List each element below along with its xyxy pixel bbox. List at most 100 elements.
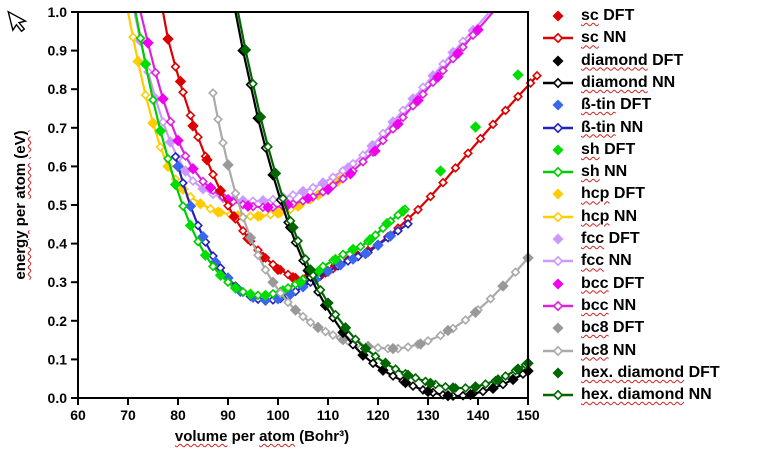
marker-open-diamond-hex-diamond-nn [330, 309, 341, 320]
marker-open-diamond-hex-diamond-nn [410, 372, 421, 383]
legend-marker-open-diamond [543, 166, 573, 178]
legend-label: sc NN [581, 29, 626, 47]
axis-label-word: per [231, 428, 255, 445]
marker-open-diamond-sh-nn [268, 288, 278, 299]
marker-filled-diamond-sh-dft [214, 269, 227, 281]
legend-phase: diamond [581, 73, 648, 91]
marker-filled-diamond-bcc-dft [187, 163, 199, 175]
marker-open-diamond--tin-nn [193, 220, 203, 231]
legend-method: DFT [652, 51, 684, 69]
legend-phase: sc [581, 7, 599, 24]
marker-filled-diamond-hcp-dft [272, 207, 284, 219]
marker-filled-diamond-hcp-dft [212, 206, 224, 218]
marker-open-diamond-sh-nn [135, 33, 146, 44]
marker-filled-diamond-bcc-dft [172, 134, 184, 147]
legend-item-fcc-nn: fcc NN [540, 251, 632, 271]
legend-item-bc8-nn: bc8 NN [540, 341, 636, 361]
marker-open-diamond-sh-nn [208, 261, 218, 272]
legend-phase: bcc [581, 296, 609, 314]
marker-open-diamond-diamond-nn [478, 386, 488, 397]
marker-open-diamond-bcc-nn [388, 124, 398, 134]
legend-phase: bcc [581, 274, 609, 292]
marker-filled-diamond-bcc-dft [302, 192, 314, 205]
legend-method: NN [604, 163, 628, 181]
marker-open-diamond-bc8-nn [320, 326, 331, 337]
marker-filled-diamond-bcc-dft [262, 201, 274, 214]
axis-label-word: (Bohr³) [299, 428, 350, 445]
marker-open-diamond-sc-nn [475, 133, 486, 144]
legend-item-hex-diamond-nn: hex. diamond NN [540, 385, 712, 405]
legend-label: sh DFT [581, 141, 635, 159]
marker-filled-diamond-hex-diamond-dft [402, 369, 414, 381]
marker-filled-diamond-hcp-dft [194, 198, 207, 210]
marker-open-diamond--tin-nn [403, 218, 413, 229]
marker-open-diamond-fcc-nn [188, 176, 198, 186]
marker-open-diamond-sc-nn [185, 110, 196, 121]
legend-label: bcc NN [581, 297, 636, 315]
marker-filled-diamond-sc-dft [272, 263, 284, 276]
marker-filled-diamond-sh-dft [184, 219, 197, 232]
marker-open-diamond-bc8-nn [208, 88, 218, 98]
legend-phase: hex. diamond [581, 386, 685, 404]
marker-filled-diamond-diamond-dft [487, 382, 499, 395]
marker-open-diamond-sc-nn [488, 119, 498, 130]
marker-filled-diamond-sh-dft [397, 205, 409, 217]
marker-filled-diamond-sc-dft [162, 33, 174, 45]
legend-marker-open-diamond [543, 255, 573, 267]
legend-marker-filled-diamond [552, 55, 564, 67]
marker-open-diamond-hcp-nn [128, 32, 138, 43]
marker-filled-diamond-hex-diamond-dft [492, 374, 504, 386]
legend-marker-open-diamond [543, 211, 573, 223]
marker-open-diamond-sh-nn [163, 153, 173, 164]
marker-open-diamond-sh-nn [355, 241, 366, 252]
marker-filled-diamond-bcc-dft [322, 183, 334, 196]
marker-open-diamond-hex-diamond-nn [315, 284, 326, 295]
marker-filled-diamond-bcc-dft [142, 37, 154, 49]
marker-open-diamond-fcc-nn [308, 182, 318, 193]
marker-open-diamond-sh-nn [318, 261, 328, 272]
legend-method: DFT [613, 185, 646, 203]
legend-phase: hcp [581, 207, 610, 225]
marker-filled-diamond--tin-dft [347, 253, 359, 265]
marker-open-diamond-bcc-nn [378, 135, 388, 146]
marker-filled-diamond-sc-dft [174, 75, 187, 88]
marker-open-diamond-bcc-nn [398, 112, 408, 123]
y-tick-label: 0.9 [48, 43, 68, 59]
marker-open-diamond-sc-nn [238, 225, 248, 236]
marker-filled-diamond-hex-diamond-dft [269, 167, 282, 180]
y-tick-label: 0.0 [48, 390, 68, 406]
legend-phase: hcp [581, 185, 610, 203]
x-tick-label: 130 [416, 407, 440, 423]
legend-label: fcc NN [581, 252, 632, 270]
x-tick-label: 70 [120, 407, 136, 423]
marker-filled-diamond-bc8-dft [244, 232, 257, 244]
marker-open-diamond-diamond-nn [408, 381, 418, 391]
x-tick-label: 100 [266, 407, 290, 423]
marker-filled-diamond-sh-dft [381, 217, 393, 230]
legend-marker-open-diamond [543, 77, 573, 89]
legend-phase: sc [581, 29, 599, 47]
marker-filled-diamond-sc-dft [187, 120, 199, 132]
plot-border [77, 11, 529, 399]
marker-filled-diamond--tin-dft [322, 265, 334, 278]
legend-label: bcc DFT [581, 275, 644, 293]
marker-filled-diamond-bc8-dft [387, 342, 399, 355]
legend-method: DFT [608, 230, 640, 247]
legend-phase: diamond [581, 51, 648, 69]
marker-filled-diamond-hex-diamond-dft [447, 382, 459, 394]
marker-open-diamond-bcc-nn [150, 67, 161, 78]
marker-open-diamond-hex-diamond-nn [370, 351, 381, 362]
legend-item-diamond-dft: diamond DFT [540, 51, 683, 71]
legend-phase: hex. diamond [581, 363, 685, 381]
marker-open-diamond-sc-nn [193, 132, 203, 142]
marker-filled-diamond--tin-dft [359, 247, 372, 260]
marker-open-diamond-bc8-nn [260, 264, 271, 275]
marker-open-diamond-bcc-nn [438, 65, 448, 76]
marker-filled-diamond-sh-dft [259, 289, 272, 302]
legend-label: sh NN [581, 163, 627, 181]
marker-open-diamond--tin-nn [290, 286, 301, 297]
legend-marker-open-diamond [543, 389, 573, 401]
marker-filled-diamond-sh-dft [199, 249, 212, 261]
legend-method: NN [613, 207, 638, 225]
